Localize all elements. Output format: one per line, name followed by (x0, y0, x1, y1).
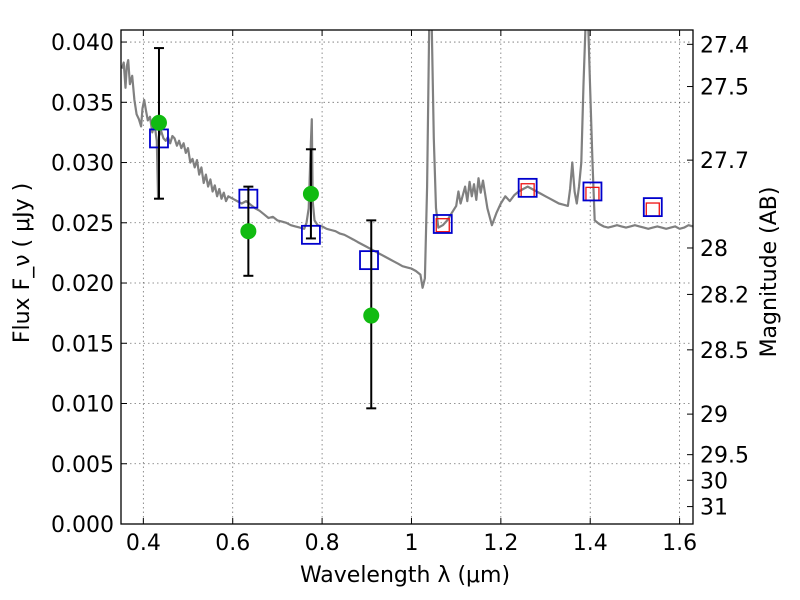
observed-point (150, 114, 167, 131)
x-tick-label: 1.6 (662, 531, 697, 556)
model-point-blue-square (432, 214, 453, 234)
y-tick-label: 0.005 (51, 453, 114, 478)
mag-tick-label: 29 (700, 403, 728, 428)
model-point-blue-square (517, 177, 538, 198)
model-point-blue-square (582, 181, 603, 202)
x-tick-label: 0.6 (215, 531, 250, 556)
mag-tick-label: 29.5 (700, 444, 749, 469)
model-point-blue-square (642, 197, 663, 218)
y-tick-label: 0.030 (51, 152, 114, 177)
right-axis-title: Magnitude (AB) (757, 187, 782, 358)
y-tick-label: 0.040 (51, 31, 114, 56)
model-point-blue-square (359, 250, 379, 271)
x-tick-label: 0.8 (305, 531, 340, 556)
y-tick-label: 0.000 (51, 513, 114, 538)
x-tick-label: 1 (404, 531, 418, 556)
y-axis-title: Flux F_ν ( μJy ) (10, 183, 35, 343)
mag-tick-label: 27.4 (700, 33, 749, 58)
plot-frame (120, 29, 694, 525)
plot-area (121, 30, 693, 410)
x-tick-label: 0.4 (126, 531, 161, 556)
axis-ticks: 0.4 0.6 0.8 1 1.2 1.4 1.6 0.000 0.005 0.010 0.015 0… (51, 30, 749, 556)
model-point-red-square (435, 218, 450, 233)
y-tick-label: 0.020 (51, 272, 114, 297)
observed-point (240, 223, 257, 240)
y-tick-label: 0.015 (51, 332, 114, 357)
mag-tick-label: 27.7 (700, 149, 749, 174)
mag-tick-label: 31 (700, 496, 728, 521)
y-tick-label: 0.035 (51, 91, 114, 116)
y-tick-label: 0.010 (51, 393, 114, 418)
x-tick-label: 1.2 (483, 531, 518, 556)
mag-tick-label: 28.2 (700, 283, 749, 308)
mag-tick-label: 30 (700, 469, 728, 494)
x-axis-title: Wavelength λ (μm) (300, 563, 510, 588)
mag-tick-label: 28.5 (700, 339, 749, 364)
x-tick-label: 1.4 (573, 531, 608, 556)
series-layer (121, 30, 693, 410)
observed-point (363, 307, 380, 324)
y-tick-label: 0.025 (51, 212, 114, 237)
mag-tick-label: 27.5 (700, 76, 749, 101)
plot-background (121, 30, 693, 524)
mag-tick-label: 28 (700, 237, 728, 262)
observed-point (302, 185, 319, 202)
